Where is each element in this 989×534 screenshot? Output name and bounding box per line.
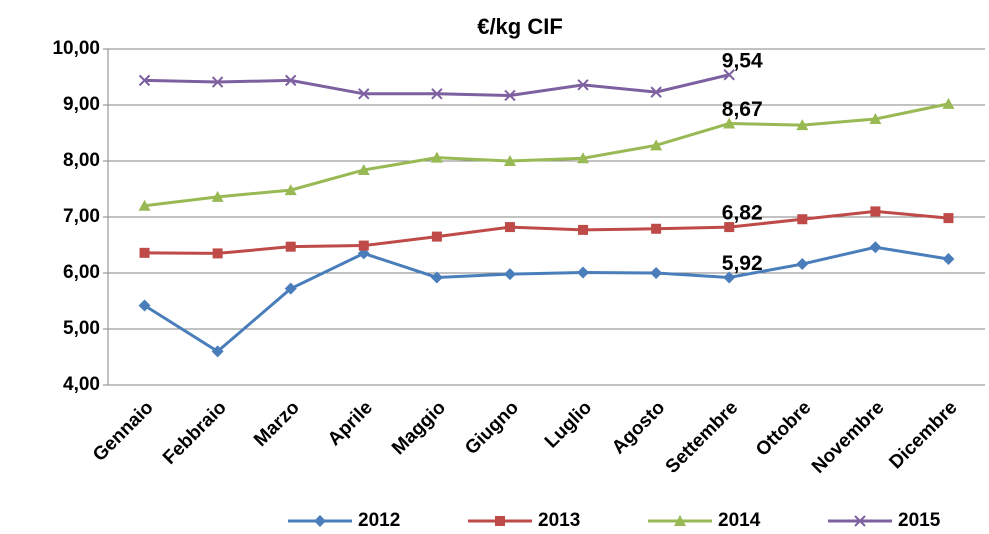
series-line: [144, 209, 949, 255]
y-tick-label: 10,00: [52, 38, 100, 59]
x-tick-label: Luglio: [541, 397, 596, 452]
x-tick-label: Maggio: [388, 397, 450, 459]
x-tick-label: Gennaio: [89, 397, 158, 466]
marker: [723, 271, 736, 284]
y-tick-label: 8,00: [63, 150, 100, 171]
marker: [651, 223, 662, 234]
marker: [284, 282, 297, 295]
x-tick-label: Febbraio: [159, 397, 231, 469]
marker: [650, 267, 663, 279]
x-tick-label: Settembre: [662, 397, 743, 478]
x-tick-label: Marzo: [250, 397, 304, 451]
x-tick-label: Aprile: [324, 397, 377, 450]
marker: [796, 258, 809, 271]
marker: [495, 516, 505, 526]
marker: [797, 214, 808, 225]
series-line: [143, 245, 949, 354]
value-label: 5,92: [722, 252, 763, 275]
y-tick-label: 7,00: [63, 206, 100, 227]
marker: [314, 515, 326, 527]
marker: [211, 76, 224, 88]
chart-title: €/kg CIF: [477, 14, 563, 39]
marker: [503, 155, 516, 166]
marker: [796, 119, 809, 131]
marker: [674, 515, 686, 526]
marker: [138, 199, 151, 211]
marker: [943, 213, 954, 224]
x-tick-label: Agosto: [608, 397, 669, 458]
x-tick-label: Novembre: [808, 397, 889, 478]
marker: [284, 184, 297, 196]
y-tick-label: 9,00: [63, 94, 100, 115]
marker: [430, 271, 443, 284]
y-tick-label: 6,00: [63, 262, 100, 283]
marker: [578, 224, 589, 235]
marker: [430, 151, 443, 163]
marker: [431, 88, 443, 100]
marker: [357, 163, 370, 175]
marker: [211, 345, 224, 358]
marker: [723, 117, 736, 129]
marker: [138, 74, 151, 87]
marker: [358, 240, 369, 251]
value-label: 8,67: [722, 98, 763, 121]
marker: [723, 69, 735, 81]
value-label: 9,54: [722, 49, 763, 72]
y-tick-label: 4,00: [63, 374, 100, 395]
marker: [854, 515, 866, 527]
marker: [577, 152, 590, 164]
marker: [285, 241, 296, 252]
marker: [139, 247, 150, 258]
marker: [942, 253, 955, 265]
marker: [504, 89, 516, 102]
marker: [211, 190, 224, 202]
marker: [504, 222, 515, 233]
marker: [870, 206, 881, 217]
marker: [431, 231, 442, 242]
marker: [577, 79, 589, 91]
legend-label: 2014: [718, 510, 761, 531]
legend-label: 2015: [898, 510, 941, 531]
series-line: [144, 73, 730, 97]
marker: [650, 86, 662, 98]
marker: [138, 299, 151, 312]
legend-label: 2012: [358, 510, 400, 531]
marker: [869, 113, 882, 124]
legend-label: 2013: [538, 510, 580, 531]
marker: [503, 268, 516, 281]
marker: [724, 222, 735, 233]
marker: [942, 97, 955, 109]
x-tick-label: Giugno: [461, 397, 523, 459]
marker: [577, 266, 590, 279]
marker: [650, 139, 663, 151]
x-tick-label: Dicembre: [885, 397, 961, 473]
marker: [285, 74, 297, 87]
value-label: 6,82: [722, 202, 763, 225]
y-tick-label: 5,00: [63, 318, 100, 339]
marker: [358, 88, 370, 100]
x-tick-label: Ottobre: [752, 397, 815, 460]
series-line: [144, 102, 949, 208]
marker: [869, 241, 882, 254]
marker: [212, 248, 223, 259]
